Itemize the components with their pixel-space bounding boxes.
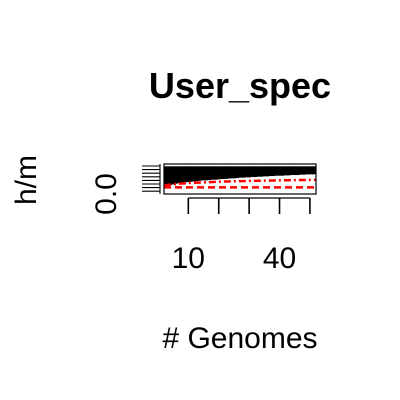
- x-tick-label: 10: [172, 242, 205, 275]
- y-tick-label: 0.0: [90, 173, 123, 215]
- x-tick-label: 40: [263, 242, 296, 275]
- y-axis: 0.0: [90, 164, 161, 215]
- plot-area: [163, 163, 317, 195]
- fit-line: [164, 178, 316, 187]
- x-axis: 10 40: [172, 197, 311, 275]
- data-cloud: [164, 166, 316, 188]
- x-axis-label: # Genomes: [162, 322, 317, 355]
- y-axis-label: h/m: [10, 155, 43, 205]
- plot-frame: [163, 163, 317, 195]
- chart-title: User_spec: [149, 65, 331, 106]
- reference-lines: [164, 178, 316, 189]
